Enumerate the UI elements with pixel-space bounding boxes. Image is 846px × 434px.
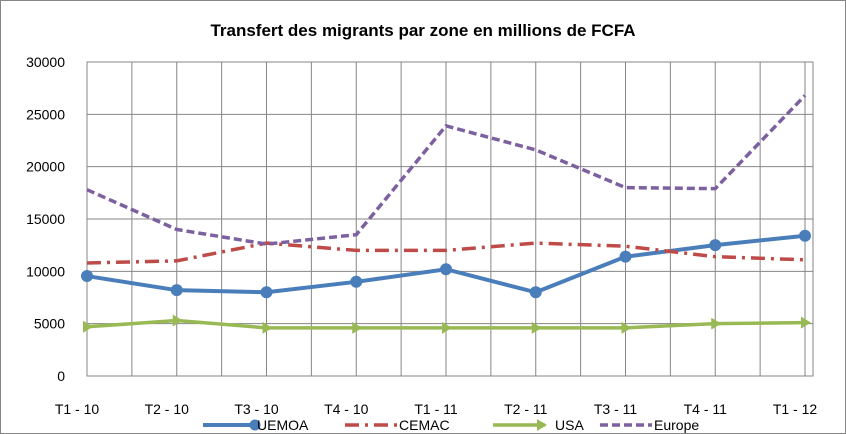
data-point-usa bbox=[262, 321, 273, 334]
data-point-uemoa bbox=[799, 229, 811, 242]
data-point-usa bbox=[711, 317, 722, 330]
x-tick-label: T4 - 10 bbox=[324, 401, 369, 417]
legend-label-cemac: CEMAC bbox=[399, 417, 450, 433]
data-point-usa bbox=[172, 314, 183, 327]
legend-label-uemoa: UEMOA bbox=[257, 417, 309, 433]
data-point-usa bbox=[83, 320, 93, 333]
y-tick-label: 10000 bbox=[26, 263, 65, 279]
legend-marker-usa bbox=[537, 419, 547, 431]
data-point-uemoa bbox=[81, 270, 93, 283]
data-point-uemoa bbox=[709, 239, 722, 252]
data-point-uemoa bbox=[529, 286, 542, 299]
data-point-usa bbox=[352, 321, 363, 334]
y-tick-label: 25000 bbox=[26, 106, 65, 122]
y-tick-label: 15000 bbox=[26, 211, 65, 227]
legend-marker-uemoa bbox=[249, 419, 261, 431]
data-point-uemoa bbox=[350, 275, 363, 288]
data-point-uemoa bbox=[619, 250, 632, 263]
x-tick-label: T3 - 10 bbox=[234, 401, 279, 417]
y-tick-label: 0 bbox=[57, 368, 65, 384]
chart-title: Transfert des migrants par zone en milli… bbox=[210, 21, 635, 40]
legend-label-usa: USA bbox=[555, 417, 584, 433]
x-tick-label: T1 - 11 bbox=[414, 401, 458, 417]
data-point-usa bbox=[531, 321, 542, 334]
y-tick-label: 20000 bbox=[26, 159, 65, 175]
data-point-uemoa bbox=[260, 286, 273, 299]
y-tick-label: 30000 bbox=[26, 54, 65, 70]
x-tick-label: T1 - 12 bbox=[773, 401, 818, 417]
data-point-uemoa bbox=[440, 263, 452, 276]
y-tick-label: 5000 bbox=[34, 316, 65, 332]
x-tick-label: T4 - 11 bbox=[684, 401, 728, 417]
data-point-usa bbox=[801, 316, 811, 329]
x-tick-label: T1 - 10 bbox=[55, 401, 100, 417]
x-tick-label: T3 - 11 bbox=[594, 401, 638, 417]
data-point-usa bbox=[442, 321, 452, 334]
x-tick-label: T2 - 10 bbox=[145, 401, 190, 417]
data-point-uemoa bbox=[170, 284, 183, 297]
data-point-usa bbox=[621, 321, 632, 334]
x-tick-label: T2 - 11 bbox=[504, 401, 548, 417]
legend-label-europe: Europe bbox=[654, 417, 699, 433]
